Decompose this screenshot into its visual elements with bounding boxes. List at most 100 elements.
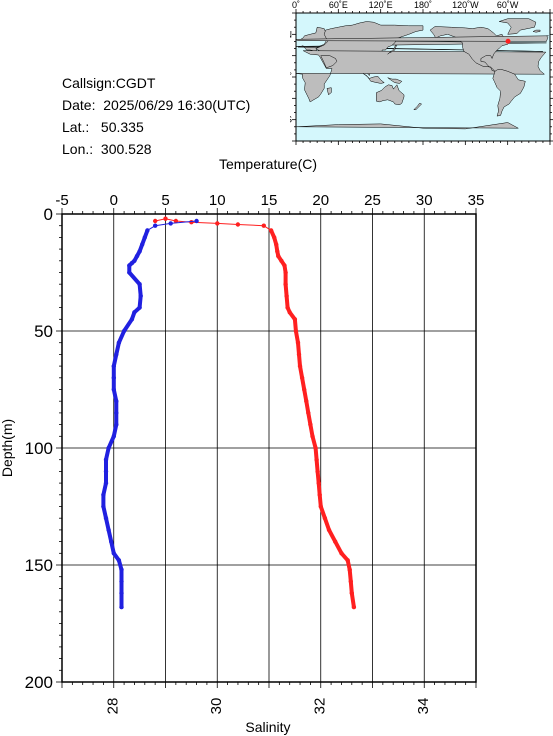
temperature-point	[292, 317, 298, 322]
salinity-point	[116, 340, 122, 345]
temperature-point	[297, 363, 303, 369]
chart-series	[101, 216, 357, 610]
temperature-point	[333, 539, 338, 544]
temperature-point	[272, 235, 277, 240]
temperature-point	[215, 221, 220, 226]
salinity-tick-label: 32	[312, 698, 329, 715]
lat-label: Lat.:	[62, 119, 90, 135]
salinity-axis-label: Salinity	[245, 719, 290, 735]
temperature-line	[155, 218, 355, 608]
depth-tick-label: 50	[34, 322, 53, 341]
temperature-line-dense	[269, 228, 356, 610]
salinity-point	[140, 242, 145, 247]
temperature-point	[345, 558, 350, 563]
temperature-point	[189, 220, 194, 225]
map-lon-label: 60˚E	[329, 0, 348, 10]
land-arabia	[320, 55, 338, 69]
salinity-point	[194, 218, 199, 224]
salinity-tick-label: 34	[415, 698, 432, 715]
temperature-point	[299, 375, 305, 380]
temperature-point	[296, 352, 302, 357]
map-lon-label: 120˚W	[452, 0, 479, 10]
temperature-point	[317, 492, 322, 497]
temperature-point	[315, 469, 320, 474]
map-lon-label: 180˚	[414, 0, 432, 10]
station-marker	[505, 38, 511, 44]
lon-value: 300.528	[100, 141, 152, 157]
depth-axis: 0 50 100 150 200	[25, 205, 62, 692]
temperature-profile	[153, 216, 357, 610]
temperature-tick-label: 25	[364, 192, 381, 209]
map-lon-label: 120˚E	[369, 0, 393, 10]
depth-tick-label: 200	[25, 673, 53, 692]
callsign-value: CGDT	[115, 75, 156, 91]
salinity-point	[103, 480, 109, 486]
map-lat-labels: 60˚N 0˚ 60˚S	[290, 29, 292, 124]
callsign-row: Callsign:CGDT	[62, 72, 250, 94]
land-madagascar	[326, 87, 332, 96]
salinity-point	[111, 387, 117, 392]
temperature-point	[274, 242, 279, 247]
lon-label: Lon.:	[62, 141, 94, 157]
salinity-point	[145, 228, 150, 233]
temperature-point	[268, 228, 274, 233]
salinity-point	[101, 492, 106, 497]
temperature-point	[261, 223, 266, 228]
temperature-point	[283, 282, 288, 287]
temperature-point	[153, 218, 158, 224]
land-japan	[387, 44, 398, 55]
salinity-point	[138, 293, 143, 299]
map-land	[295, 18, 549, 141]
salinity-profile	[101, 218, 199, 610]
temperature-point	[310, 434, 315, 439]
land-south-america	[492, 68, 526, 117]
salinity-point	[137, 305, 142, 310]
salinity-point	[111, 434, 117, 439]
temperature-point	[347, 567, 352, 572]
world-map: 0˚ 60˚E 120˚E 180˚ 120˚W 60˚W 60˚N 0˚ 60˚S	[290, 0, 553, 145]
land-indonesia	[362, 73, 385, 84]
temperature-tick-label: 30	[416, 192, 433, 209]
salinity-tick-label: 28	[105, 698, 122, 715]
depth-tick-label: 100	[25, 439, 53, 458]
salinity-point	[129, 317, 135, 322]
temperature-tick-label: 15	[261, 192, 278, 209]
lat-row: Lat.: 50.335	[62, 116, 250, 138]
salinity-point	[127, 270, 132, 275]
depth-tick-label: 0	[44, 205, 53, 224]
temperature-point	[302, 387, 307, 392]
salinity-tick-label: 30	[208, 698, 225, 715]
salinity-point	[106, 445, 111, 451]
salinity-point	[101, 504, 106, 509]
salinity-point	[137, 282, 142, 287]
salinity-line-dense	[101, 228, 150, 610]
temperature-point	[339, 551, 344, 556]
date-label: Date:	[62, 97, 96, 113]
land-greenland	[499, 18, 537, 35]
temperature-point	[284, 293, 289, 299]
salinity-point	[137, 249, 142, 254]
map-lat-label: 60˚S	[290, 115, 292, 125]
land-australia	[376, 84, 405, 105]
callsign-label: Callsign:	[62, 75, 116, 91]
station-info: Callsign:CGDT Date: 2025/06/29 16:30(UTC…	[62, 72, 250, 160]
temperature-point	[351, 604, 357, 610]
temperature-point	[293, 328, 299, 334]
salinity-point	[134, 253, 140, 259]
temperature-point	[283, 270, 288, 275]
salinity-point	[114, 422, 119, 427]
temperature-tick-label: 35	[468, 192, 485, 209]
temperature-point	[295, 340, 301, 345]
salinity-point	[121, 328, 127, 334]
salinity-point	[103, 457, 109, 462]
temperature-point	[304, 399, 309, 404]
temperature-point	[306, 410, 311, 416]
temperature-point	[282, 263, 287, 268]
salinity-point	[153, 223, 158, 228]
depth-tick-label: 150	[25, 556, 53, 575]
temperature-point	[316, 480, 321, 486]
salinity-point	[103, 516, 109, 521]
depth-axis-label: Depth(m)	[0, 419, 15, 477]
temperature-point	[314, 457, 319, 462]
